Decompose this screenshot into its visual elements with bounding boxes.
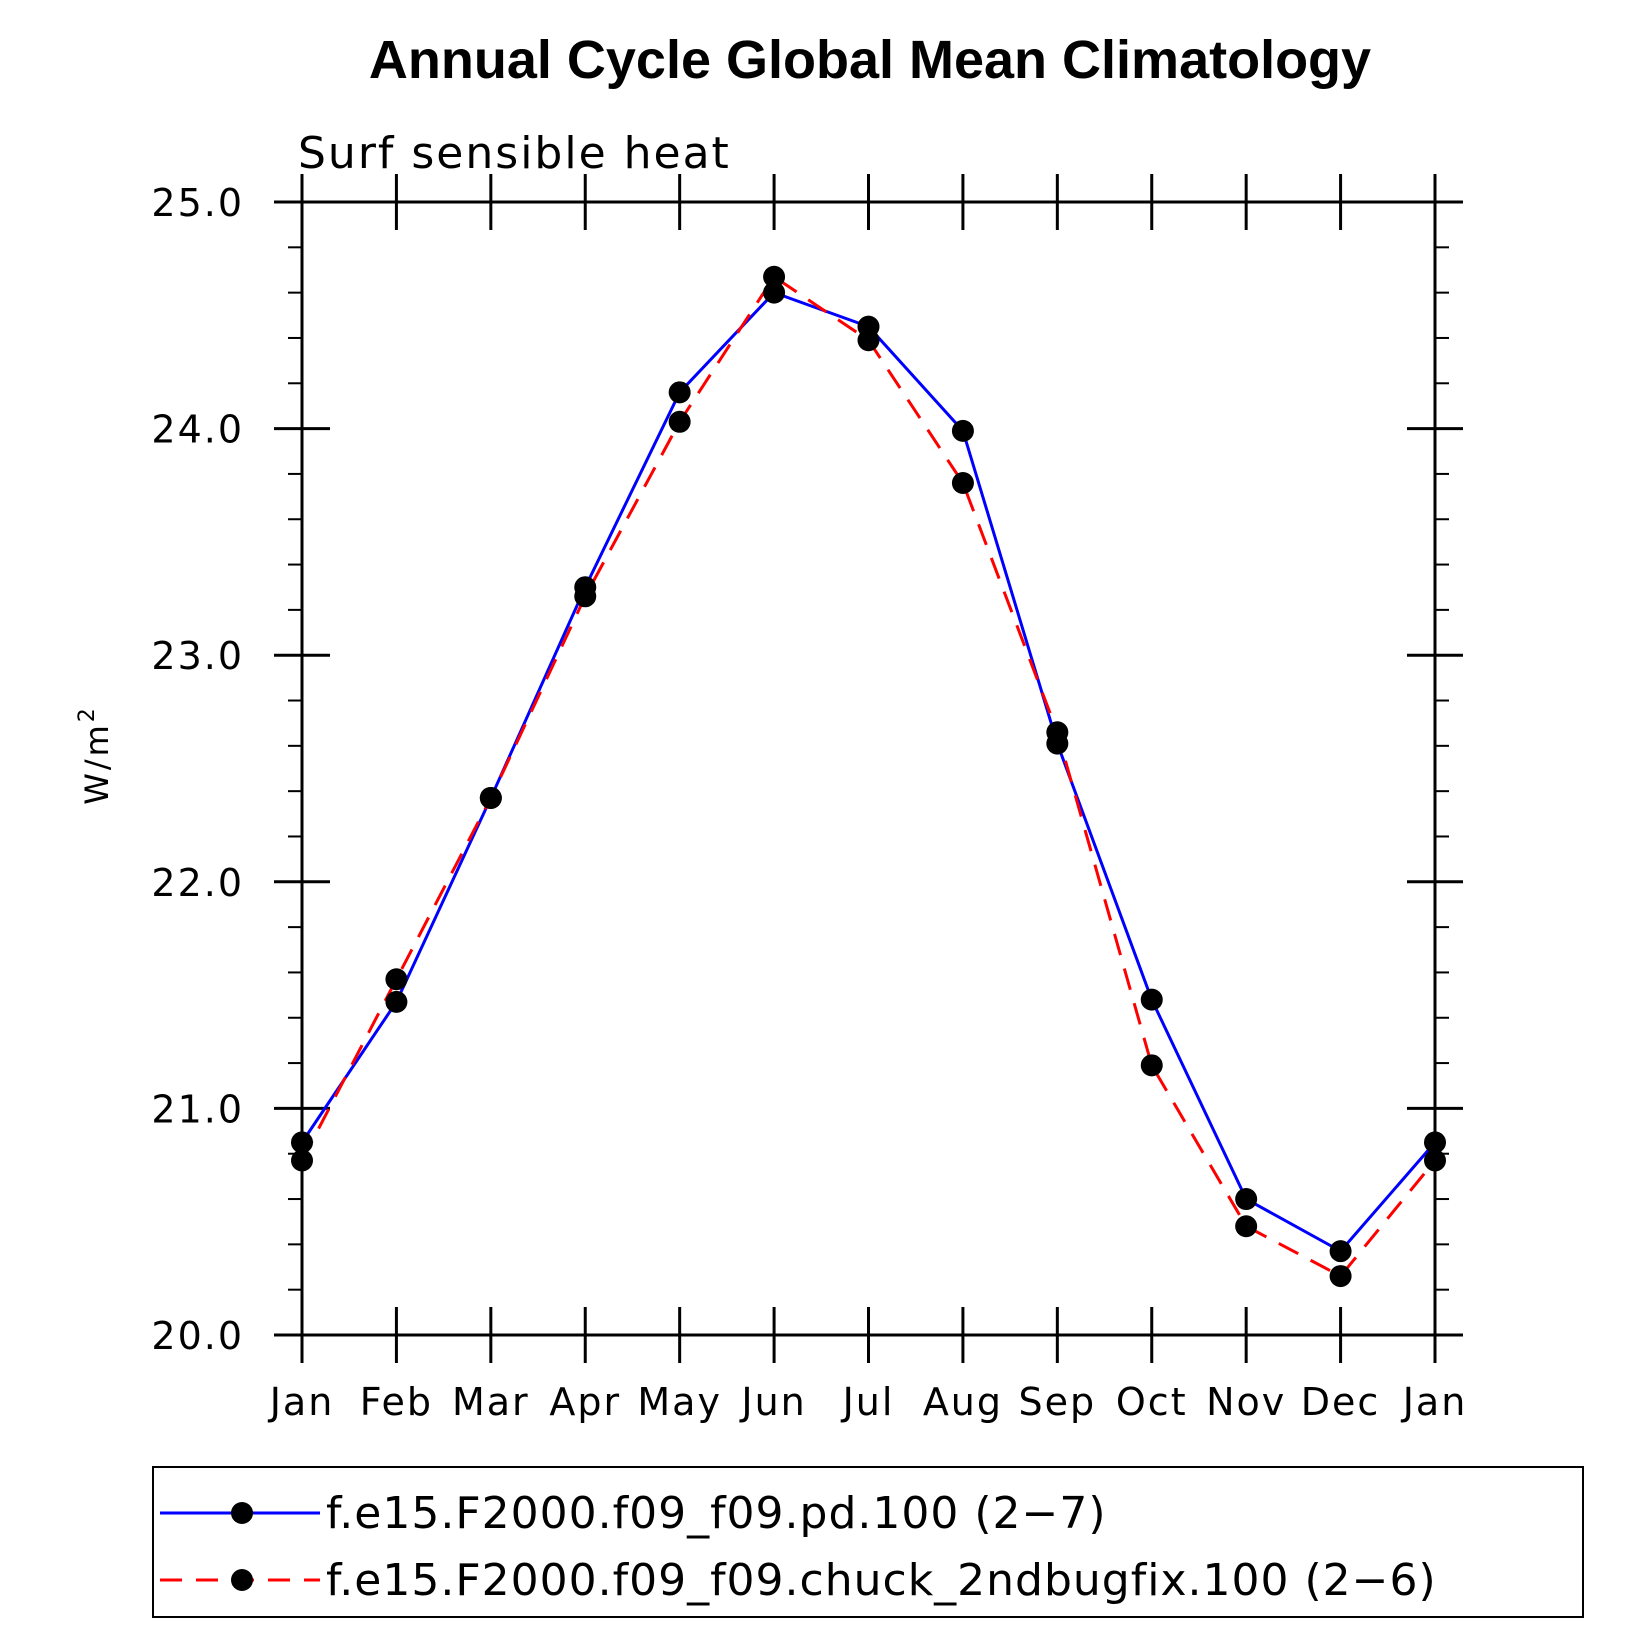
data-point-1 — [1140, 1054, 1163, 1077]
x-tick-label: Apr — [549, 1380, 621, 1424]
y-tick-label: 23.0 — [151, 634, 244, 678]
legend-label-1: f.e15.F2000.f09_f09.chuck_2ndbugfix.100 … — [326, 1555, 1437, 1606]
x-tick-label: Oct — [1116, 1380, 1188, 1424]
y-tick-label: 20.0 — [151, 1314, 244, 1358]
y-axis-label-text: W/m — [78, 722, 116, 805]
data-point-1 — [668, 410, 691, 433]
x-tick-label: Jun — [739, 1380, 806, 1424]
x-tick-label: Sep — [1019, 1380, 1097, 1424]
data-point-1 — [1424, 1149, 1446, 1172]
data-point-1 — [1046, 721, 1069, 744]
y-tick-label: 22.0 — [151, 861, 244, 905]
data-point-0 — [668, 381, 691, 404]
data-point-0 — [763, 281, 786, 304]
data-point-0 — [385, 990, 408, 1013]
x-tick-label: Feb — [360, 1380, 433, 1424]
chart-subtitle: Surf sensible heat — [298, 128, 731, 179]
data-point-0 — [1424, 1131, 1446, 1154]
x-tick-label: Nov — [1206, 1380, 1286, 1424]
series-line-1 — [300, 274, 1437, 1278]
legend-label-0: f.e15.F2000.f09_f09.pd.100 (2−7) — [326, 1488, 1107, 1539]
data-point-1 — [763, 265, 786, 288]
data-point-0 — [1235, 1188, 1258, 1211]
x-tick-label: May — [637, 1380, 722, 1424]
data-point-1 — [1329, 1265, 1352, 1288]
x-tick-label: Aug — [923, 1380, 1003, 1424]
chart-title: Annual Cycle Global Mean Climatology — [369, 30, 1371, 90]
y-axis-label-superscript: 2 — [75, 705, 100, 722]
svg-text:W/m2: W/m2 — [75, 705, 116, 805]
legend-marker-0 — [231, 1502, 253, 1524]
legend-marker-1 — [231, 1569, 253, 1591]
data-point-0 — [291, 1131, 313, 1154]
data-point-1 — [1235, 1215, 1258, 1238]
x-tick-label: Jan — [268, 1380, 335, 1424]
y-tick-label: 21.0 — [151, 1087, 244, 1131]
data-point-1 — [857, 329, 880, 352]
y-tick-label: 24.0 — [151, 408, 244, 452]
y-tick-label: 25.0 — [151, 181, 244, 225]
data-point-1 — [479, 786, 502, 809]
data-point-1 — [385, 968, 408, 991]
series-line-0 — [300, 290, 1437, 1254]
x-tick-label: Jan — [1401, 1380, 1468, 1424]
x-tick-label: Jul — [841, 1380, 895, 1424]
x-tick-label: Mar — [452, 1380, 530, 1424]
data-point-0 — [1329, 1240, 1352, 1263]
data-point-0 — [951, 419, 974, 442]
plot-frame — [300, 200, 1437, 1337]
data-point-1 — [574, 585, 597, 608]
legend-box — [152, 1466, 1584, 1618]
data-point-0 — [1140, 988, 1163, 1011]
data-point-1 — [291, 1149, 313, 1172]
data-point-1 — [951, 471, 974, 494]
x-tick-label: Dec — [1301, 1380, 1381, 1424]
y-axis-label: W/m2 — [75, 705, 116, 805]
